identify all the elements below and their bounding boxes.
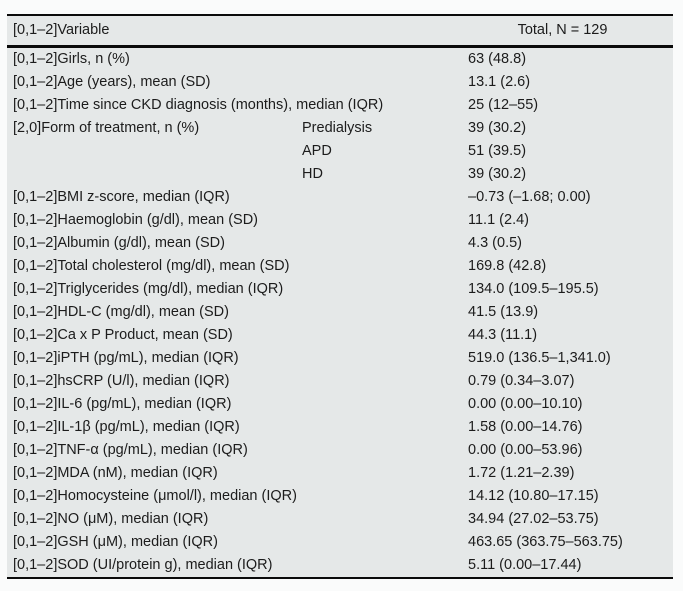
table-header-rule <box>7 45 673 48</box>
variable-label: [0,1–2]NO (μM), median (IQR) <box>13 511 209 528</box>
variable-label: [0,1–2]TNF-α (pg/mL), median (IQR) <box>13 442 248 459</box>
value-cell: 4.3 (0.5) <box>468 235 522 252</box>
value-cell: 0.79 (0.34–3.07) <box>468 373 575 390</box>
variable-label: [0,1–2]HDL-C (mg/dl), mean (SD) <box>13 304 229 321</box>
value-cell: 34.94 (27.02–53.75) <box>468 511 599 528</box>
value-cell: 1.72 (1.21–2.39) <box>468 465 575 482</box>
variable-label: [0,1–2]Triglycerides (mg/dl), median (IQ… <box>13 281 284 298</box>
value-cell: 41.5 (13.9) <box>468 304 539 321</box>
table-body: [0,1–2]Girls, n (%) 63 (48.8) [0,1–2]Age… <box>7 48 673 577</box>
table-row: HD 39 (30.2) <box>7 163 673 186</box>
table-bottom-rule <box>7 577 673 579</box>
table-top-rule <box>7 14 673 16</box>
value-cell: 0.00 (0.00–53.96) <box>468 442 583 459</box>
table-row: [0,1–2]Total cholesterol (mg/dl), mean (… <box>7 255 673 278</box>
table-row: [0,1–2]Age (years), mean (SD) 13.1 (2.6) <box>7 71 673 94</box>
treatment-sublabel: APD <box>302 143 332 160</box>
variable-label: [2,0]Form of treatment, n (%) <box>13 120 200 137</box>
table-row: APD 51 (39.5) <box>7 140 673 163</box>
value-cell: 13.1 (2.6) <box>468 74 531 91</box>
value-cell: –0.73 (–1.68; 0.00) <box>468 189 591 206</box>
value-cell: 0.00 (0.00–10.10) <box>468 396 583 413</box>
variable-label: [0,1–2]Ca x P Product, mean (SD) <box>13 327 233 344</box>
table-row: [0,1–2]GSH (μM), median (IQR) 463.65 (36… <box>7 531 673 554</box>
variable-label: [0,1–2]GSH (μM), median (IQR) <box>13 534 218 551</box>
variable-label: [0,1–2]IL-1β (pg/mL), median (IQR) <box>13 419 240 436</box>
value-cell: 463.65 (363.75–563.75) <box>468 534 623 551</box>
value-cell: 63 (48.8) <box>468 51 527 68</box>
value-cell: 519.0 (136.5–1,341.0) <box>468 350 611 367</box>
variable-label: [0,1–2]Haemoglobin (g/dl), mean (SD) <box>13 212 259 229</box>
variable-label: [0,1–2]BMI z-score, median (IQR) <box>13 189 230 206</box>
table-row: [0,1–2]HDL-C (mg/dl), mean (SD) 41.5 (13… <box>7 301 673 324</box>
table-header-row: [0,1–2]Variable Total, N = 129 <box>7 16 673 45</box>
table-row: [0,1–2]TNF-α (pg/mL), median (IQR) 0.00 … <box>7 439 673 462</box>
table-row: [0,1–2]iPTH (pg/mL), median (IQR) 519.0 … <box>7 347 673 370</box>
value-cell: 25 (12–55) <box>468 97 539 114</box>
table-row: [0,1–2]Albumin (g/dl), mean (SD) 4.3 (0.… <box>7 232 673 255</box>
header-variable-label: [0,1–2]Variable <box>13 22 110 39</box>
variable-label: [0,1–2]Albumin (g/dl), mean (SD) <box>13 235 225 252</box>
value-cell: 11.1 (2.4) <box>468 212 529 229</box>
variable-label: [0,1–2]Girls, n (%) <box>13 51 130 68</box>
table-row: [0,1–2]SOD (UI/protein g), median (IQR) … <box>7 554 673 577</box>
value-cell: 51 (39.5) <box>468 143 527 160</box>
table-row: [0,1–2]Homocysteine (μmol/l), median (IQ… <box>7 485 673 508</box>
patient-characteristics-table: [0,1–2]Variable Total, N = 129 [0,1–2]Gi… <box>7 14 673 579</box>
table-row: [0,1–2]Haemoglobin (g/dl), mean (SD) 11.… <box>7 209 673 232</box>
table-row: [0,1–2]Time since CKD diagnosis (months)… <box>7 94 673 117</box>
variable-label: [0,1–2]hsCRP (U/l), median (IQR) <box>13 373 230 390</box>
table-row: [2,0]Form of treatment, n (%) Predialysi… <box>7 117 673 140</box>
variable-label: [0,1–2]SOD (UI/protein g), median (IQR) <box>13 557 273 574</box>
table-row: [0,1–2]IL-1β (pg/mL), median (IQR) 1.58 … <box>7 416 673 439</box>
table-row: [0,1–2]Girls, n (%) 63 (48.8) <box>7 48 673 71</box>
table-row: [0,1–2]NO (μM), median (IQR) 34.94 (27.0… <box>7 508 673 531</box>
variable-label: [0,1–2]MDA (nM), median (IQR) <box>13 465 218 482</box>
table-row: [0,1–2]Triglycerides (mg/dl), median (IQ… <box>7 278 673 301</box>
table-row: [0,1–2]IL-6 (pg/mL), median (IQR) 0.00 (… <box>7 393 673 416</box>
variable-label: [0,1–2]Age (years), mean (SD) <box>13 74 211 91</box>
table-row: [0,1–2]BMI z-score, median (IQR) –0.73 (… <box>7 186 673 209</box>
value-cell: 1.58 (0.00–14.76) <box>468 419 583 436</box>
value-cell: 39 (30.2) <box>468 166 527 183</box>
variable-label: [0,1–2]Homocysteine (μmol/l), median (IQ… <box>13 488 297 505</box>
variable-label: [0,1–2]iPTH (pg/mL), median (IQR) <box>13 350 239 367</box>
value-cell: 5.11 (0.00–17.44) <box>468 557 582 574</box>
table-row: [0,1–2]MDA (nM), median (IQR) 1.72 (1.21… <box>7 462 673 485</box>
table-row: [0,1–2]hsCRP (U/l), median (IQR) 0.79 (0… <box>7 370 673 393</box>
value-cell: 134.0 (109.5–195.5) <box>468 281 599 298</box>
value-cell: 44.3 (11.1) <box>468 327 538 344</box>
value-cell: 14.12 (10.80–17.15) <box>468 488 599 505</box>
variable-label: [0,1–2]Total cholesterol (mg/dl), mean (… <box>13 258 290 275</box>
table-row: [0,1–2]Ca x P Product, mean (SD) 44.3 (1… <box>7 324 673 347</box>
treatment-sublabel: HD <box>302 166 323 183</box>
value-cell: 169.8 (42.8) <box>468 258 547 275</box>
value-cell: 39 (30.2) <box>468 120 527 137</box>
treatment-sublabel: Predialysis <box>302 120 373 137</box>
variable-label: [0,1–2]IL-6 (pg/mL), median (IQR) <box>13 396 232 413</box>
header-total-label: Total, N = 129 <box>517 22 608 39</box>
variable-label: [0,1–2]Time since CKD diagnosis (months)… <box>13 97 384 114</box>
